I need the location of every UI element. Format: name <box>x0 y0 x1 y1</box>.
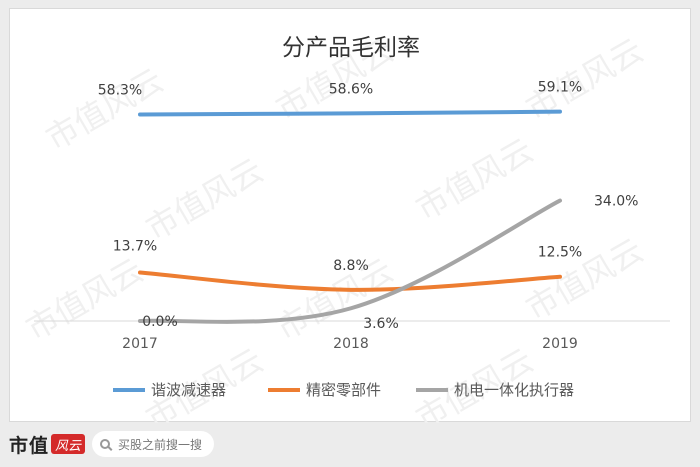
series-line-3 <box>138 198 562 324</box>
brand-logo: 市值 风云 <box>9 432 86 457</box>
series-line-1 <box>138 109 562 117</box>
legend-label: 机电一体化执行器 <box>454 381 574 399</box>
x-tick-labels: 2017 2018 2019 <box>122 336 578 352</box>
data-label: 13.7% <box>113 238 157 254</box>
chart-card: 市值风云 市值风云 市值风云 市值风云 市值风云 市值风云 市值风云 市值风云 市值风云 市值风云… <box>9 8 691 423</box>
brand-mark: 风云 <box>51 434 86 454</box>
legend-item: 谐波减速器 <box>113 381 226 399</box>
watermark-text: 市值风云 <box>40 61 170 158</box>
series-line-2 <box>138 270 562 292</box>
x-tick-label: 2017 <box>122 336 158 352</box>
data-label: 0.0% <box>142 314 178 330</box>
x-tick-label: 2019 <box>542 336 578 352</box>
legend-item: 机电一体化执行器 <box>416 381 574 399</box>
watermark-text: 市值风云 <box>410 131 540 228</box>
watermark-text: 市值风云 <box>20 251 150 348</box>
brand-name: 市值 <box>9 434 50 457</box>
legend: 谐波减速器 精密零部件 机电一体化执行器 <box>113 381 574 399</box>
data-label: 3.6% <box>363 316 399 332</box>
data-label: 8.8% <box>333 258 369 274</box>
search-box[interactable]: 买股之前搜一搜 <box>92 431 214 457</box>
footer-bar: 市值 风云 买股之前搜一搜 <box>0 424 700 467</box>
data-label: 12.5% <box>538 245 582 261</box>
legend-label: 谐波减速器 <box>151 381 226 399</box>
legend-item: 精密零部件 <box>268 381 381 399</box>
search-placeholder: 买股之前搜一搜 <box>118 437 203 452</box>
legend-label: 精密零部件 <box>306 381 381 399</box>
search-icon <box>100 439 110 449</box>
series-layer <box>138 109 562 324</box>
data-label: 58.6% <box>329 81 373 97</box>
data-labels: 58.3% 58.6% 59.1% 13.7% 8.8% 12.5% 0.0% 3.6% 34.… <box>98 80 639 333</box>
data-label: 59.1% <box>538 80 582 96</box>
x-tick-label: 2018 <box>333 336 369 352</box>
chart-title: 分产品毛利率 <box>282 35 420 61</box>
data-label: 58.3% <box>98 82 142 98</box>
data-label: 34.0% <box>594 194 638 210</box>
watermark-text: 市值风云 <box>140 151 270 248</box>
